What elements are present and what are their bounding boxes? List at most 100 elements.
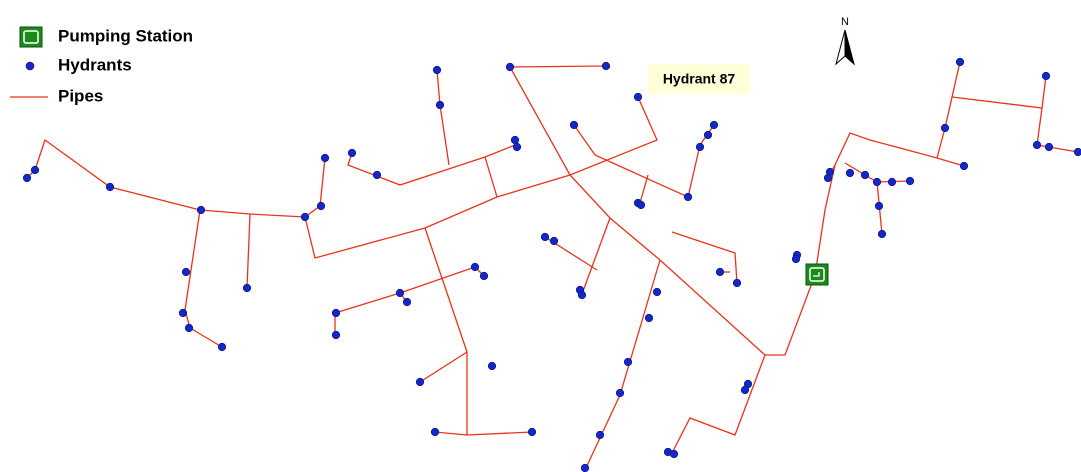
- hydrant: [732, 278, 742, 288]
- pipe: [434, 431, 533, 436]
- legend: Pumping Station Hydrants Pipes: [10, 26, 193, 105]
- hydrant: [432, 65, 442, 75]
- pipe: [484, 156, 498, 198]
- pipe: [671, 231, 738, 284]
- legend-hydrant-icon: [25, 61, 35, 71]
- pipe: [419, 351, 468, 383]
- hydrant: [242, 283, 252, 293]
- hydrant: [184, 323, 194, 333]
- hydrant: [1044, 142, 1054, 152]
- hydrant: [874, 201, 884, 211]
- pipe: [508, 61, 961, 356]
- hydrant: [470, 262, 480, 272]
- legend-label: Pumping Station: [58, 26, 193, 45]
- hydrant: [740, 385, 750, 395]
- pipe: [246, 213, 251, 289]
- pipe: [639, 174, 649, 204]
- hydrant: [703, 130, 713, 140]
- hydrant: [1032, 140, 1042, 150]
- hydrant: [331, 308, 341, 318]
- hydrant: [877, 229, 887, 239]
- hydrant: [577, 290, 587, 300]
- pipe: [26, 138, 326, 218]
- hydrant: [1041, 71, 1051, 81]
- hydrant: [300, 212, 310, 222]
- hydrant: [615, 388, 625, 398]
- pipe: [1036, 107, 1079, 153]
- hydrant: [402, 297, 412, 307]
- hydrant: [669, 449, 679, 459]
- pipe: [184, 209, 223, 348]
- hydrant: [22, 173, 32, 183]
- pipe: [671, 354, 766, 454]
- hydrant: [549, 236, 559, 246]
- hydrant: [316, 201, 326, 211]
- hydrant: [709, 120, 719, 130]
- hydrant: [181, 267, 191, 277]
- hydrant: [872, 177, 882, 187]
- hydrant: [940, 123, 950, 133]
- hydrant: [331, 330, 341, 340]
- callout-label: Hydrant 87: [663, 71, 736, 87]
- hydrant: [959, 161, 969, 171]
- hydrant: [652, 287, 662, 297]
- hydrant: [1073, 147, 1081, 157]
- hydrant: [372, 170, 382, 180]
- hydrant: [105, 182, 115, 192]
- hydrant: [683, 192, 693, 202]
- hydrant: [601, 61, 611, 71]
- hydrant: [435, 100, 445, 110]
- hydrant: [479, 271, 489, 281]
- pipe: [951, 75, 1047, 109]
- hydrant: [955, 57, 965, 67]
- hydrant: [217, 342, 227, 352]
- pipe: [573, 124, 715, 198]
- pipe: [581, 217, 611, 295]
- hydrant: [487, 361, 497, 371]
- hydrant: [623, 357, 633, 367]
- hydrant: [347, 148, 357, 158]
- hydrant: [430, 427, 440, 437]
- hydrant: [505, 62, 515, 72]
- hydrant-layer: [22, 57, 1081, 472]
- hydrant: [887, 177, 897, 187]
- callout-box: [648, 64, 750, 94]
- pipe-network: [26, 61, 1079, 471]
- hydrant: [512, 142, 522, 152]
- legend-label: Hydrants: [58, 55, 132, 74]
- hydrant: [540, 232, 550, 242]
- hydrant: [395, 288, 405, 298]
- pipe: [436, 69, 450, 166]
- callout: Hydrant 87: [648, 64, 750, 94]
- legend-label: Pipes: [58, 86, 103, 105]
- north-arrow: N: [835, 16, 855, 66]
- hydrant: [825, 167, 835, 177]
- hydrant: [644, 313, 654, 323]
- hydrant: [791, 254, 801, 264]
- hydrant: [415, 377, 425, 387]
- legend-station-icon-inner: [23, 30, 39, 44]
- legend-station-icon: [19, 26, 43, 48]
- hydrant: [845, 168, 855, 178]
- hydrant: [320, 153, 330, 163]
- pipe: [347, 144, 516, 186]
- pumping-station: [805, 263, 829, 286]
- pipe: [584, 259, 661, 471]
- hydrant: [178, 308, 188, 318]
- hydrant: [860, 170, 870, 180]
- hydrant: [695, 142, 705, 152]
- hydrant: [715, 267, 725, 277]
- pipe: [936, 157, 965, 167]
- hydrant: [510, 135, 520, 145]
- hydrant: [527, 427, 537, 437]
- hydrant: [580, 463, 590, 472]
- north-label: N: [841, 16, 849, 28]
- hydrant: [30, 165, 40, 175]
- hydrant: [633, 92, 643, 102]
- hydrant: [905, 176, 915, 186]
- hydrant: [636, 200, 646, 210]
- hydrant: [569, 120, 579, 130]
- hydrant: [595, 430, 605, 440]
- hydrant: [196, 205, 206, 215]
